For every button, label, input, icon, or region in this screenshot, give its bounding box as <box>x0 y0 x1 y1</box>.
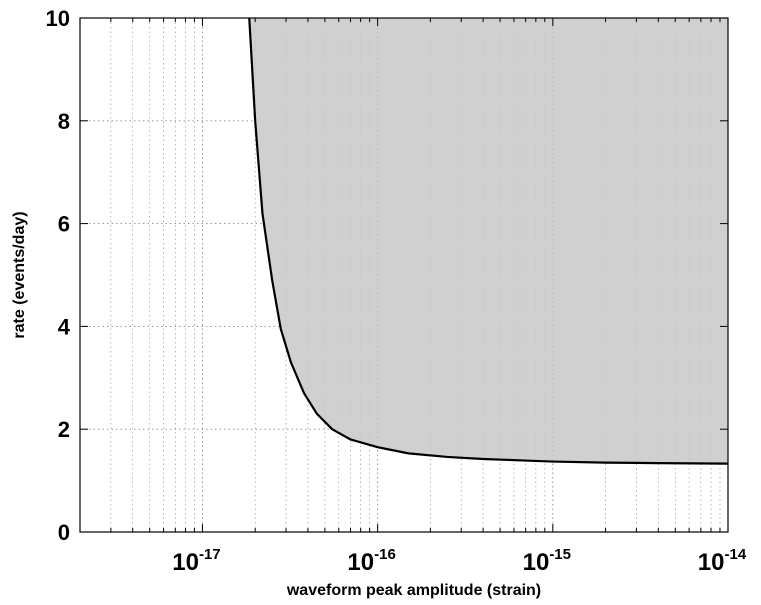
y-tick-label: 2 <box>58 417 70 442</box>
x-tick-label: 10-17 <box>172 546 220 576</box>
y-tick-labels: 0 2 4 6 8 10 <box>46 6 71 545</box>
x-axis-label: waveform peak amplitude (strain) <box>286 582 541 599</box>
y-tick-label: 0 <box>58 520 70 545</box>
y-tick-label: 8 <box>58 109 70 134</box>
plot-frame <box>79 17 729 533</box>
y-tick-label: 4 <box>58 314 71 339</box>
x-tick-label: 10-16 <box>347 546 395 576</box>
upper-limit-curve <box>248 17 729 465</box>
y-tick-label: 6 <box>58 212 70 237</box>
y-tick-label: 10 <box>46 6 70 31</box>
x-tick-labels: 10-17 10-16 10-15 10-14 <box>172 546 747 576</box>
x-tick-label: 10-14 <box>698 546 747 576</box>
excluded-region-fill <box>249 18 728 464</box>
excluded-region <box>79 18 728 532</box>
y-axis-label: rate (events/day) <box>11 211 28 338</box>
x-tick-label: 10-15 <box>523 546 571 576</box>
series-layer <box>248 17 729 465</box>
ticks <box>79 17 728 533</box>
